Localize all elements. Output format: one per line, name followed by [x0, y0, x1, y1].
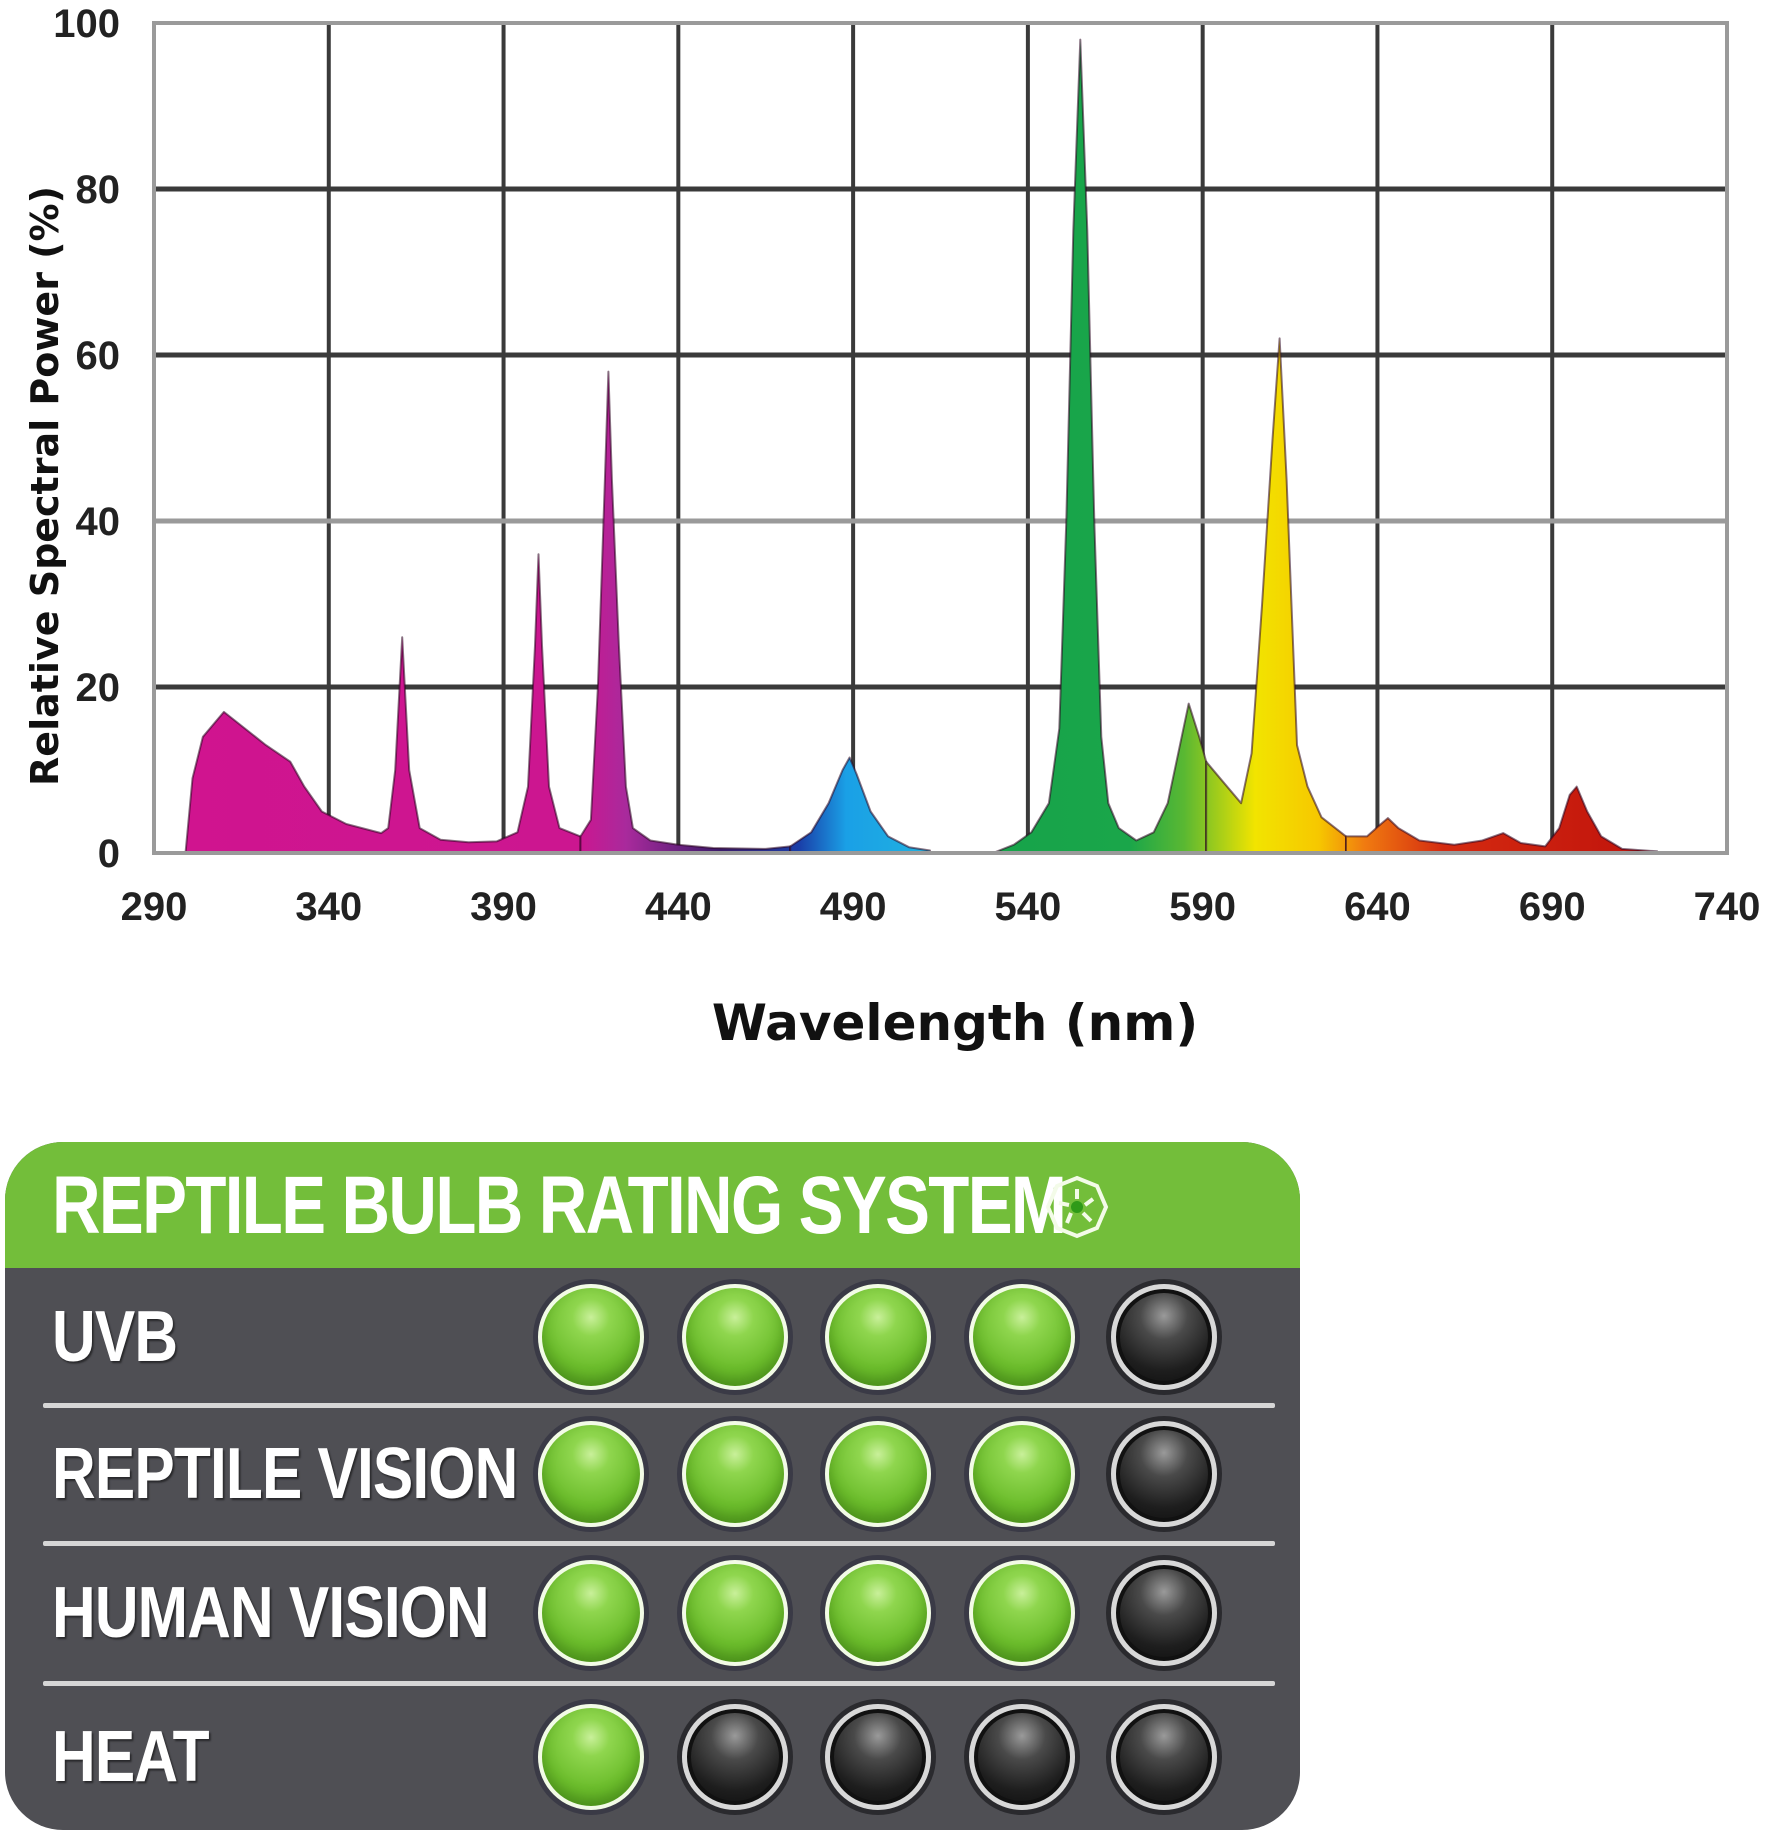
chart-grid	[154, 23, 1727, 853]
rating-dot-filled-icon	[969, 1560, 1075, 1666]
rating-dot-filled-icon	[969, 1283, 1075, 1390]
rating-row-uvb: UVB	[5, 1268, 1300, 1405]
spectral-power-chart: 0 20 40 60 80 100 290 340 390 440 490 540 590 640 690…	[23, 2, 1761, 1052]
plot-frame	[152, 21, 1729, 855]
x-tick-label: 640	[1344, 885, 1411, 929]
spectrum-area	[789, 756, 932, 854]
rating-dot-empty-icon	[825, 1703, 931, 1810]
row-divider	[43, 1681, 1275, 1686]
x-tick-label: 590	[1169, 885, 1236, 929]
x-axis-ticks: 290 340 390 440 490 540 590 640 690 740	[121, 885, 1761, 929]
rating-row-human-vision: HUMAN VISION	[5, 1543, 1300, 1683]
y-tick-label: 80	[76, 168, 121, 212]
x-tick-label: 740	[1694, 885, 1761, 929]
y-tick-label: 60	[76, 334, 121, 378]
spectrum-area	[579, 370, 792, 854]
y-axis-ticks: 0 20 40 60 80 100	[53, 2, 120, 876]
y-tick-label: 0	[98, 832, 120, 876]
rating-row-label: HEAT	[52, 1716, 210, 1797]
x-tick-label: 290	[121, 885, 188, 929]
rating-row-heat: HEAT	[5, 1683, 1300, 1830]
plot-border	[152, 21, 1729, 855]
rating-panel-title: REPTILE BULB RATING SYSTEM	[52, 1160, 1067, 1251]
x-tick-label: 540	[995, 885, 1062, 929]
rating-dot-filled-icon	[538, 1421, 644, 1527]
x-tick-label: 690	[1519, 885, 1586, 929]
x-tick-label: 490	[820, 885, 887, 929]
spectrum-area	[184, 553, 582, 854]
reptile-bulb-rating-panel: REPTILE BULB RATING SYSTEM UVB REPTILE VI…	[5, 1142, 1300, 1830]
rating-dot-filled-icon	[538, 1703, 644, 1810]
rating-panel-header: REPTILE BULB RATING SYSTEM	[5, 1142, 1300, 1268]
rating-dot-filled-icon	[682, 1560, 788, 1666]
rating-dot-filled-icon	[825, 1421, 931, 1527]
row-divider	[43, 1541, 1275, 1546]
rating-dot-filled-icon	[538, 1283, 644, 1390]
x-tick-label: 390	[470, 885, 537, 929]
x-tick-label: 340	[295, 885, 362, 929]
rating-dot-empty-icon	[1111, 1560, 1217, 1666]
rating-dot-empty-icon	[682, 1703, 788, 1810]
y-axis-label: Relative Spectral Power (%)	[23, 186, 67, 786]
rating-dot-empty-icon	[1111, 1421, 1217, 1527]
spectrum-area	[991, 38, 1208, 854]
y-tick-label: 20	[76, 666, 121, 710]
rating-dot-filled-icon	[969, 1421, 1075, 1527]
spectrum-area	[1344, 785, 1659, 854]
x-axis-label: Wavelength (nm)	[712, 994, 1198, 1052]
spectrum-area	[1205, 337, 1347, 854]
brand-badge-icon	[1045, 1175, 1109, 1239]
rating-dot-filled-icon	[825, 1283, 931, 1390]
rating-dot-empty-icon	[1111, 1283, 1217, 1390]
rating-dot-filled-icon	[825, 1560, 931, 1666]
rating-row-label: REPTILE VISION	[52, 1434, 518, 1514]
rating-dot-empty-icon	[969, 1703, 1075, 1810]
spectrum-areas	[184, 38, 1659, 854]
rating-dot-filled-icon	[538, 1560, 644, 1666]
rating-row-label: HUMAN VISION	[52, 1573, 490, 1653]
y-tick-label: 40	[76, 500, 121, 544]
row-divider	[43, 1403, 1275, 1408]
y-tick-label: 100	[53, 2, 120, 46]
rating-row-reptile-vision: REPTILE VISION	[5, 1405, 1300, 1543]
rating-row-label: UVB	[52, 1296, 178, 1377]
rating-dot-filled-icon	[682, 1283, 788, 1390]
x-tick-label: 440	[645, 885, 712, 929]
rating-dot-filled-icon	[682, 1421, 788, 1527]
rating-dot-empty-icon	[1111, 1703, 1217, 1810]
